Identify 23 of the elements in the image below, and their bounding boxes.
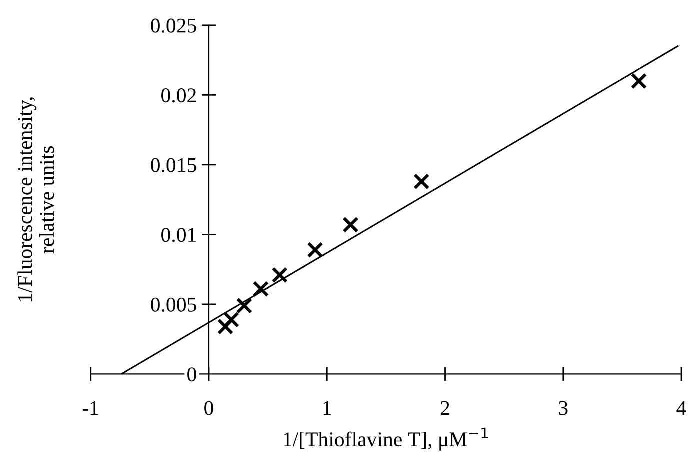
x-tick-label: 1 — [324, 401, 332, 416]
y-tick-label: 0.005 — [151, 298, 196, 312]
y-tick-label: 0.02 — [162, 88, 196, 103]
y-axis-title: 1/Fluorescence intensity, relative units — [18, 98, 54, 302]
y-tick-label: 0 — [188, 368, 196, 382]
point — [342, 216, 359, 234]
point — [272, 267, 288, 284]
point — [252, 280, 270, 298]
point — [307, 242, 324, 258]
x-tick-label: 2 — [440, 401, 450, 416]
x-tick-label: -1 — [82, 401, 98, 416]
point — [414, 174, 430, 190]
y-tick-label: 0.015 — [151, 158, 196, 172]
x-tick-label: 0 — [204, 401, 214, 416]
point — [630, 73, 648, 90]
x-tick-label: 3 — [559, 401, 568, 416]
point — [236, 298, 253, 314]
x-tick-label: 4 — [676, 401, 686, 416]
x-axis-title: 1/[Thioflavine T], μM$^{−1}$ — [284, 428, 488, 451]
y-tick-label: 0.025 — [151, 18, 196, 33]
point — [223, 312, 240, 328]
point — [217, 318, 234, 335]
y-tick-label: 0.01 — [162, 228, 196, 242]
